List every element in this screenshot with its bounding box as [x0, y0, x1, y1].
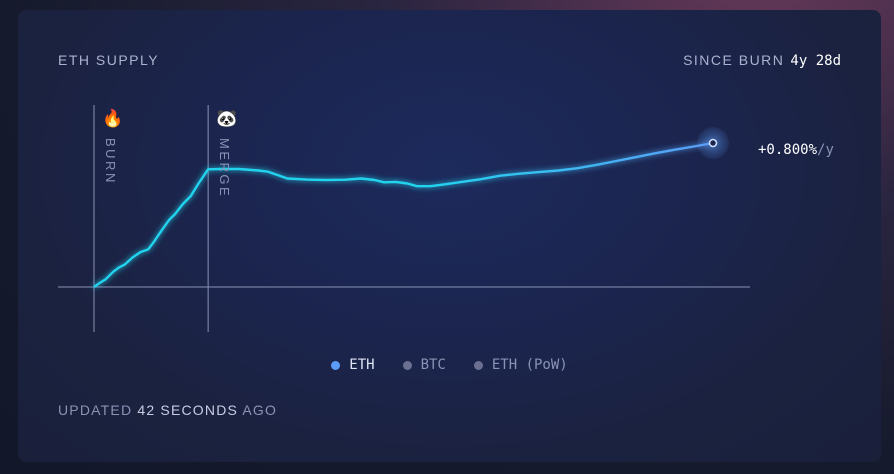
supply-growth-rate: +0.800%/y — [758, 142, 834, 158]
since-burn-label: SINCE BURN — [683, 52, 785, 68]
fire-icon: 🔥 — [102, 109, 124, 129]
chart-legend: ETH BTC ETH (PoW) — [18, 357, 881, 373]
updated-suffix: AGO — [242, 402, 278, 418]
legend-item-btc[interactable]: BTC — [402, 357, 446, 373]
updated-value: 42 SECONDS — [137, 402, 239, 418]
supply-chart — [58, 105, 750, 332]
event-label-merge: MERGE — [217, 138, 233, 199]
card-title: ETH SUPPLY — [58, 52, 160, 68]
legend-item-eth[interactable]: ETH — [331, 357, 375, 373]
legend-label-eth-pow: ETH (PoW) — [491, 357, 568, 373]
legend-dot-eth-pow — [473, 360, 483, 370]
panda-icon: 🐼 — [216, 109, 238, 129]
growth-rate-unit: /y — [817, 142, 834, 158]
eth-supply-card: ETH SUPPLY SINCE BURN 4y 28d 🔥 BURN 🐼 MERG — [18, 10, 881, 462]
current-point[interactable] — [708, 138, 718, 148]
legend-dot-btc — [402, 360, 412, 370]
legend-dot-eth — [331, 360, 341, 370]
legend-label-eth: ETH — [349, 357, 375, 373]
legend-label-btc: BTC — [420, 357, 446, 373]
event-label-burn: BURN — [103, 138, 118, 185]
updated-prefix: UPDATED — [58, 402, 133, 418]
growth-rate-value: +0.800% — [758, 142, 818, 158]
since-burn-value: 4y 28d — [790, 53, 841, 69]
legend-item-eth-pow[interactable]: ETH (PoW) — [473, 357, 568, 373]
eth-series-line — [93, 141, 714, 288]
last-updated: UPDATED 42 SECONDS AGO — [58, 402, 277, 418]
since-burn: SINCE BURN 4y 28d — [683, 52, 841, 69]
